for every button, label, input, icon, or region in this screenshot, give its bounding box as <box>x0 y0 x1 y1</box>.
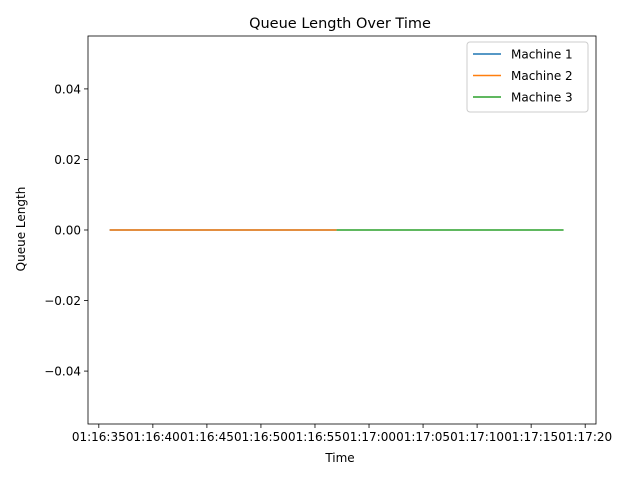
x-tick-label: 01:16:55 <box>288 430 342 444</box>
legend: Machine 1 Machine 2 Machine 3 <box>466 41 589 113</box>
y-tick-label: 0.00 <box>54 224 81 238</box>
y-tick-label: −0.04 <box>44 365 81 379</box>
x-tick-label: 01:16:40 <box>126 430 180 444</box>
plot-frame <box>87 35 597 425</box>
x-tick-label: 01:16:50 <box>234 430 288 444</box>
x-tick-label: 01:16:35 <box>72 430 126 444</box>
y-tick-label: 0.04 <box>54 82 81 96</box>
y-tick-label: 0.02 <box>54 153 81 167</box>
legend-label: Machine 2 <box>511 69 573 83</box>
x-tick-label: 01:17:05 <box>396 430 450 444</box>
legend-box <box>466 41 589 113</box>
x-tick-label: 01:16:45 <box>180 430 234 444</box>
x-axis-ticks: 01:16:35 01:16:40 01:16:45 01:16:50 01:16:55… <box>72 424 612 444</box>
x-tick-label: 01:17:00 <box>342 430 396 444</box>
x-tick-label: 01:17:10 <box>450 430 504 444</box>
y-axis-label: Queue Length <box>14 187 28 272</box>
x-axis-label: Time <box>324 451 354 465</box>
legend-label: Machine 3 <box>511 91 573 105</box>
x-tick-label: 01:17:15 <box>504 430 558 444</box>
chart-title: Queue Length Over Time <box>249 16 431 32</box>
y-tick-label: −0.02 <box>44 294 81 308</box>
legend-label: Machine 1 <box>511 48 573 62</box>
y-axis-ticks: −0.04 −0.02 0.00 0.02 0.04 <box>44 82 88 379</box>
x-tick-label: 01:17:20 <box>558 430 612 444</box>
